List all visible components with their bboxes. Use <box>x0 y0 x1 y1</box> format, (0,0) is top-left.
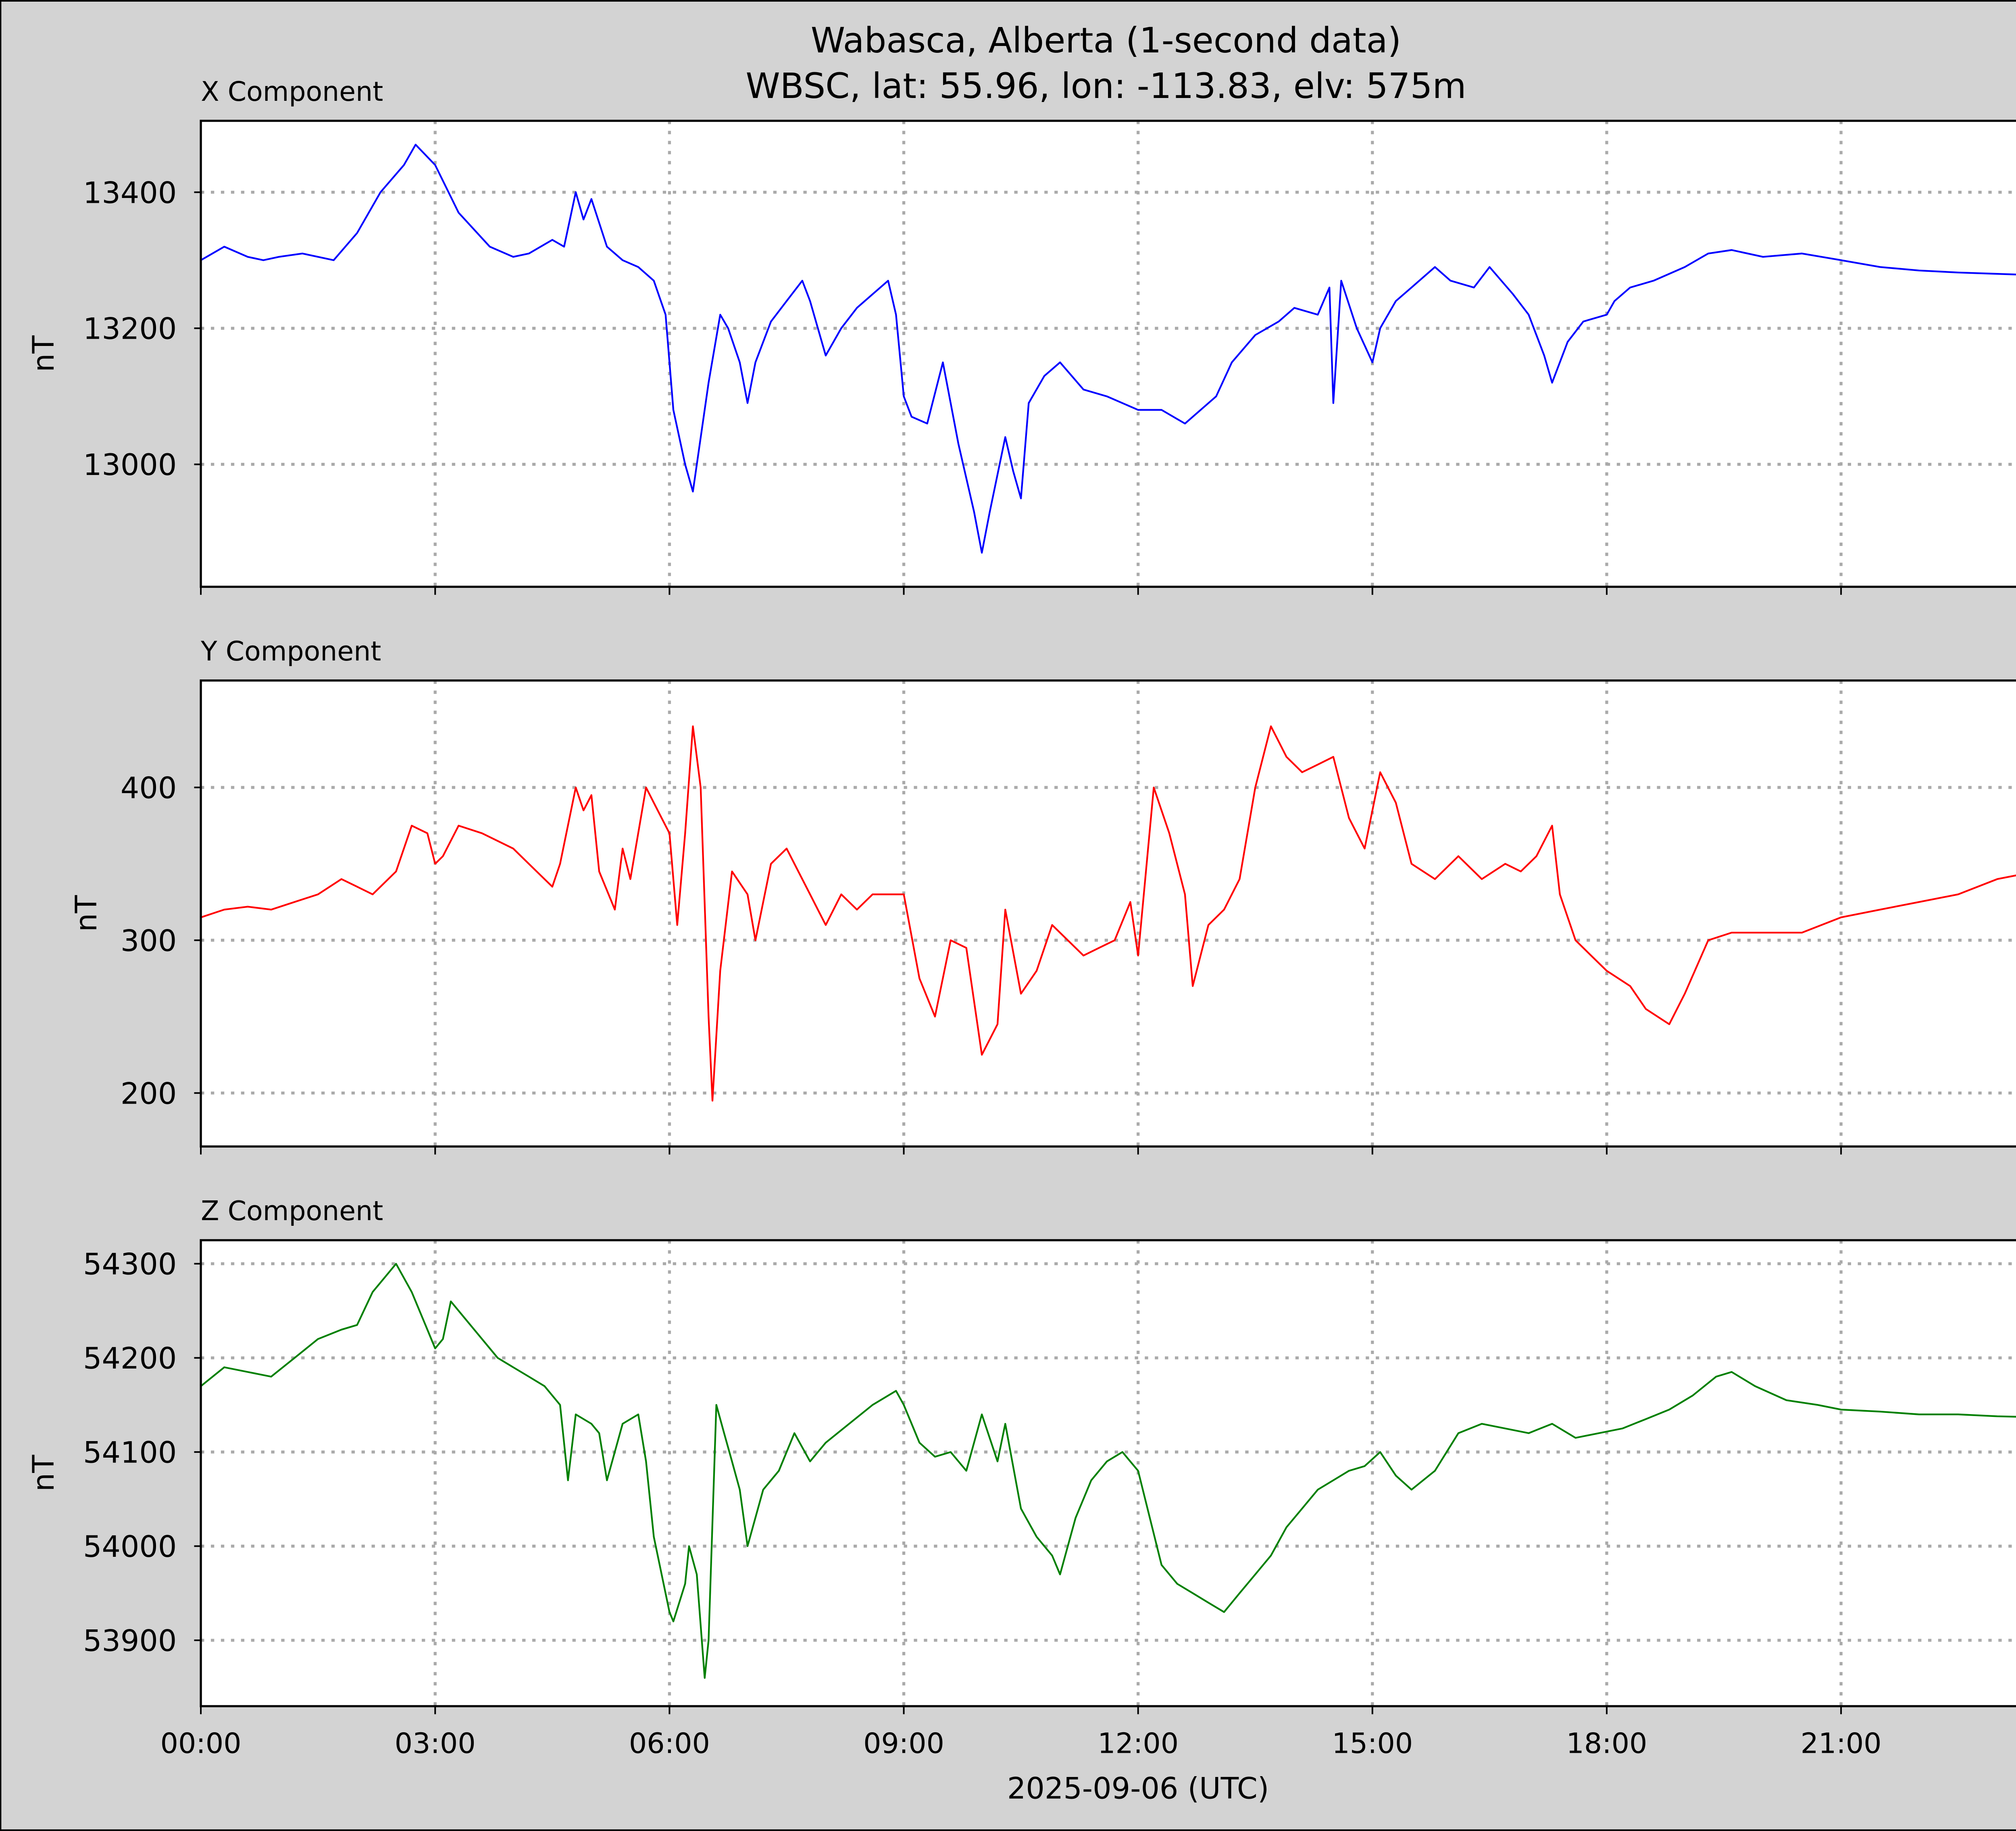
z-component-y-tick-label: 54000 <box>83 1530 177 1564</box>
z-component-plot-area <box>201 1240 2016 1706</box>
z-component-panel: 53900 54000 54100 54200 54300 Z Component nT <box>27 1195 2016 1714</box>
y-component-title: Y Component <box>200 635 381 667</box>
chart-subtitle: WBSC, lat: 55.96, lon: -113.83, elv: 575… <box>746 66 1466 106</box>
x-component-plot-area <box>201 121 2016 587</box>
x-tick-label: 03:00 <box>395 1727 476 1760</box>
x-tick-label: 00:00 <box>160 1727 242 1760</box>
x-component-y-axis-label: nT <box>27 335 61 372</box>
z-component-y-tick-label: 54200 <box>83 1341 177 1376</box>
y-component-y-tick-label: 200 <box>121 1077 177 1111</box>
x-component-y-tick-label: 13400 <box>83 176 177 210</box>
x-tick-label: 06:00 <box>629 1727 710 1760</box>
x-component-y-tick-label: 13200 <box>83 312 177 346</box>
z-component-y-tick-label: 54300 <box>83 1248 177 1282</box>
y-component-y-tick-label: 400 <box>121 771 177 805</box>
y-component-series-line <box>200 725 2016 1102</box>
x-tick-label: 12:00 <box>1098 1727 1179 1760</box>
x-tick-label: 15:00 <box>1332 1727 1413 1760</box>
z-component-y-axis-label: nT <box>27 1455 61 1491</box>
y-component-frame <box>200 679 2016 1148</box>
y-component-panel: 200 300 400 Y Component nT <box>69 635 2016 1155</box>
z-component-title: Z Component <box>201 1195 383 1227</box>
z-component-y-tick-label: 54100 <box>83 1436 177 1470</box>
y-component-plot-area <box>201 680 2016 1147</box>
x-component-series-line <box>200 144 2016 554</box>
x-tick-label: 21:00 <box>1801 1727 1882 1760</box>
x-axis-label: 2025-09-06 (UTC) <box>1007 1772 1269 1806</box>
x-component-frame <box>200 119 2016 588</box>
y-component-y-axis-label: nT <box>69 895 104 932</box>
x-axis-ticks: 00:00 03:00 06:00 09:00 12:00 15:00 18:00 21:00 <box>160 1727 1882 1760</box>
z-component-frame <box>200 1239 2016 1708</box>
chart-title: Wabasca, Alberta (1-second data) <box>811 21 1402 61</box>
y-component-y-tick-label: 300 <box>121 924 177 958</box>
z-component-y-tick-label: 53900 <box>83 1624 177 1658</box>
x-tick-label: 18:00 <box>1566 1727 1647 1760</box>
x-component-panel: 13000 13200 13400 X Component nT <box>27 76 2016 595</box>
x-component-title: X Component <box>201 76 383 107</box>
z-component-series-line <box>200 1263 2016 1679</box>
x-component-y-tick-label: 13000 <box>83 448 177 482</box>
x-tick-label: 09:00 <box>863 1727 944 1760</box>
